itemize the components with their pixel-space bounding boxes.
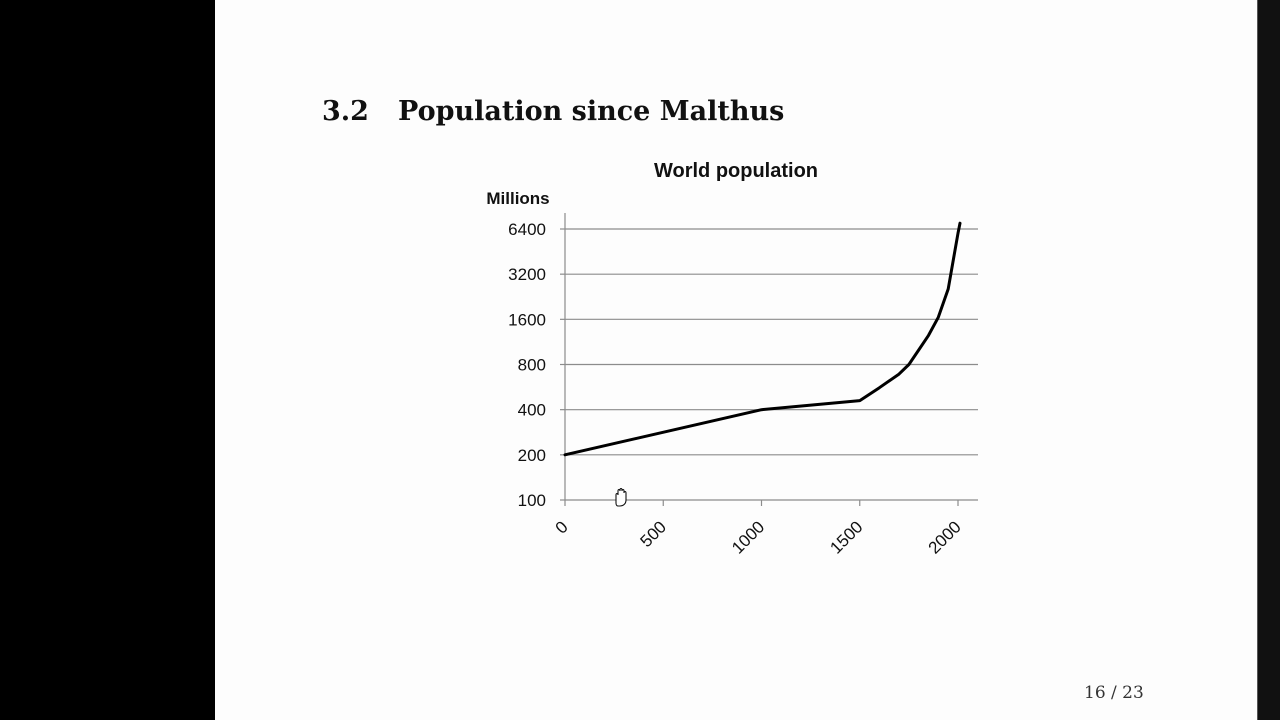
hand-cursor-icon	[615, 487, 627, 507]
window-edge-highlight	[1257, 0, 1258, 720]
y-tick-label-3200: 3200	[508, 265, 546, 284]
y-axis-unit-label: Millions	[486, 189, 549, 208]
y-tick-labels: 100 200 400 800 1600 3200 6400	[508, 220, 546, 510]
series-line-0	[563, 221, 962, 457]
y-tick-label-100: 100	[518, 491, 546, 510]
slide	[215, 0, 1257, 720]
x-tick-label-1500: 1500	[826, 517, 866, 557]
chart-title: World population	[654, 160, 818, 182]
window-edge	[1257, 0, 1280, 720]
axes	[560, 213, 978, 506]
section-heading: 3.2 Population since Malthus	[322, 96, 784, 127]
y-tick-label-1600: 1600	[508, 310, 546, 329]
series-layer	[563, 221, 962, 457]
page-counter: 16 / 23	[1084, 683, 1144, 703]
section-title: Population since Malthus	[398, 96, 785, 127]
y-tick-label-800: 800	[518, 356, 546, 375]
gridlines	[565, 228, 978, 456]
y-tick-label-6400: 6400	[508, 220, 546, 239]
x-tick-label-0: 0	[552, 517, 572, 537]
x-tick-label-500: 500	[637, 517, 670, 550]
x-tick-label-1000: 1000	[728, 517, 768, 557]
y-tick-label-200: 200	[518, 446, 546, 465]
section-number: 3.2	[322, 96, 369, 127]
x-tick-labels: 0 500 1000 1500 2000	[552, 517, 965, 557]
x-tick-label-2000: 2000	[925, 517, 965, 557]
y-tick-label-400: 400	[518, 401, 546, 420]
